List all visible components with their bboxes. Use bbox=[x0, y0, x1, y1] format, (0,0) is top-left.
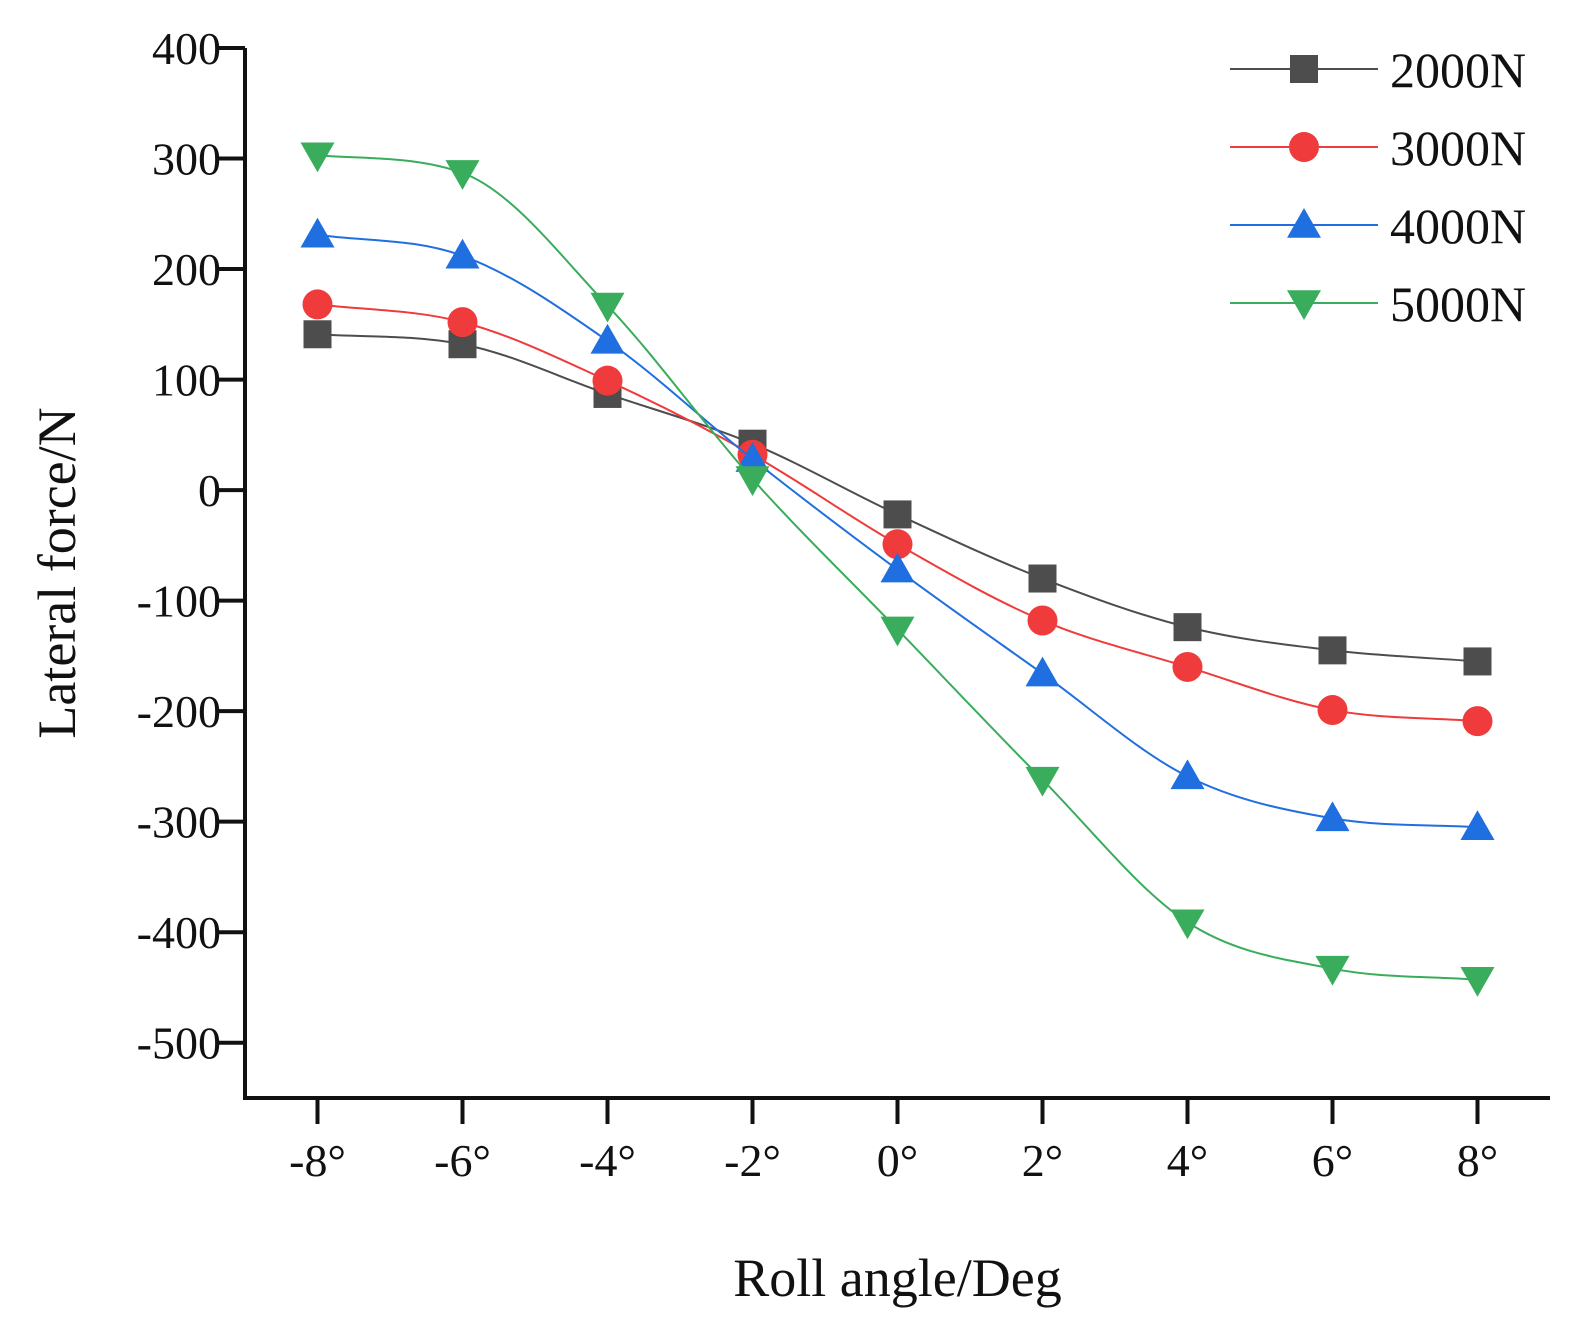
series-group bbox=[300, 142, 1495, 997]
y-tick-label: 100 bbox=[152, 355, 221, 406]
legend-label: 2000N bbox=[1390, 42, 1526, 98]
data-point bbox=[1460, 966, 1495, 997]
x-axis-ticks: -8° -6° -4° -2° 0° 2° 4° 6° 8° bbox=[289, 1098, 1498, 1186]
data-point bbox=[1173, 613, 1202, 642]
x-tick-label: 4° bbox=[1167, 1135, 1208, 1186]
legend-marker bbox=[1290, 55, 1318, 83]
series-5000N bbox=[300, 142, 1495, 997]
data-point bbox=[882, 529, 913, 560]
data-point bbox=[1315, 801, 1350, 832]
y-tick-label: -300 bbox=[137, 797, 221, 848]
data-point bbox=[883, 500, 912, 529]
y-tick-label: 300 bbox=[152, 134, 221, 185]
data-point bbox=[1317, 695, 1348, 726]
data-point bbox=[447, 307, 478, 338]
x-axis-title: Roll angle/Deg bbox=[733, 1248, 1061, 1308]
x-tick-label: -2° bbox=[724, 1135, 781, 1186]
x-tick-label: -6° bbox=[434, 1135, 491, 1186]
data-point bbox=[590, 292, 625, 323]
y-axis-ticks: 400 300 200 100 0 -100 -200 -300 -400 -500 bbox=[137, 23, 245, 1069]
y-tick-label: -100 bbox=[137, 576, 221, 627]
legend-marker bbox=[1287, 208, 1321, 238]
y-tick-label: -200 bbox=[137, 686, 221, 737]
data-point bbox=[592, 365, 623, 396]
x-tick-label: 2° bbox=[1022, 1135, 1063, 1186]
data-point bbox=[735, 442, 770, 472]
y-tick-label: 0 bbox=[198, 465, 221, 516]
series-2000N bbox=[303, 320, 1492, 676]
data-point bbox=[445, 160, 480, 190]
data-point bbox=[735, 466, 770, 497]
legend-item: 3000N bbox=[1230, 120, 1526, 176]
data-point bbox=[590, 323, 625, 354]
x-tick-label: 8° bbox=[1457, 1135, 1498, 1186]
data-point bbox=[1172, 651, 1203, 682]
data-point bbox=[1025, 656, 1060, 687]
data-point bbox=[1463, 647, 1492, 676]
data-point bbox=[303, 320, 332, 349]
legend: 2000N 3000N 4000N 5000N bbox=[1230, 42, 1526, 332]
data-point bbox=[300, 217, 335, 248]
data-point bbox=[1025, 766, 1060, 797]
y-tick-label: -400 bbox=[137, 907, 221, 958]
y-tick-label: 200 bbox=[152, 244, 221, 295]
y-tick-label: -500 bbox=[137, 1018, 221, 1069]
series-4000N bbox=[300, 217, 1495, 840]
legend-marker bbox=[1287, 290, 1321, 320]
legend-label: 3000N bbox=[1390, 120, 1526, 176]
data-point bbox=[1027, 605, 1058, 636]
data-point bbox=[1462, 706, 1493, 737]
data-point bbox=[1318, 636, 1347, 665]
data-point bbox=[880, 616, 915, 647]
x-tick-label: -8° bbox=[289, 1135, 346, 1186]
y-tick-label: 400 bbox=[152, 23, 221, 74]
series-line bbox=[317, 333, 1478, 663]
data-point bbox=[445, 238, 480, 269]
data-point bbox=[880, 552, 915, 583]
legend-label: 5000N bbox=[1390, 276, 1526, 332]
data-point bbox=[1170, 759, 1205, 790]
data-point bbox=[300, 142, 335, 173]
legend-label: 4000N bbox=[1390, 198, 1526, 254]
x-tick-label: 0° bbox=[877, 1135, 918, 1186]
data-point bbox=[1315, 955, 1350, 986]
data-point bbox=[302, 289, 333, 320]
legend-item: 5000N bbox=[1230, 276, 1526, 332]
y-axis-title: Lateral force/N bbox=[27, 407, 87, 738]
data-point bbox=[1028, 564, 1057, 593]
legend-marker bbox=[1289, 132, 1319, 162]
x-tick-label: -4° bbox=[579, 1135, 636, 1186]
legend-item: 4000N bbox=[1230, 198, 1526, 254]
data-point bbox=[1170, 909, 1205, 940]
data-point bbox=[1460, 810, 1495, 840]
legend-item: 2000N bbox=[1230, 42, 1526, 98]
x-tick-label: 6° bbox=[1312, 1135, 1353, 1186]
